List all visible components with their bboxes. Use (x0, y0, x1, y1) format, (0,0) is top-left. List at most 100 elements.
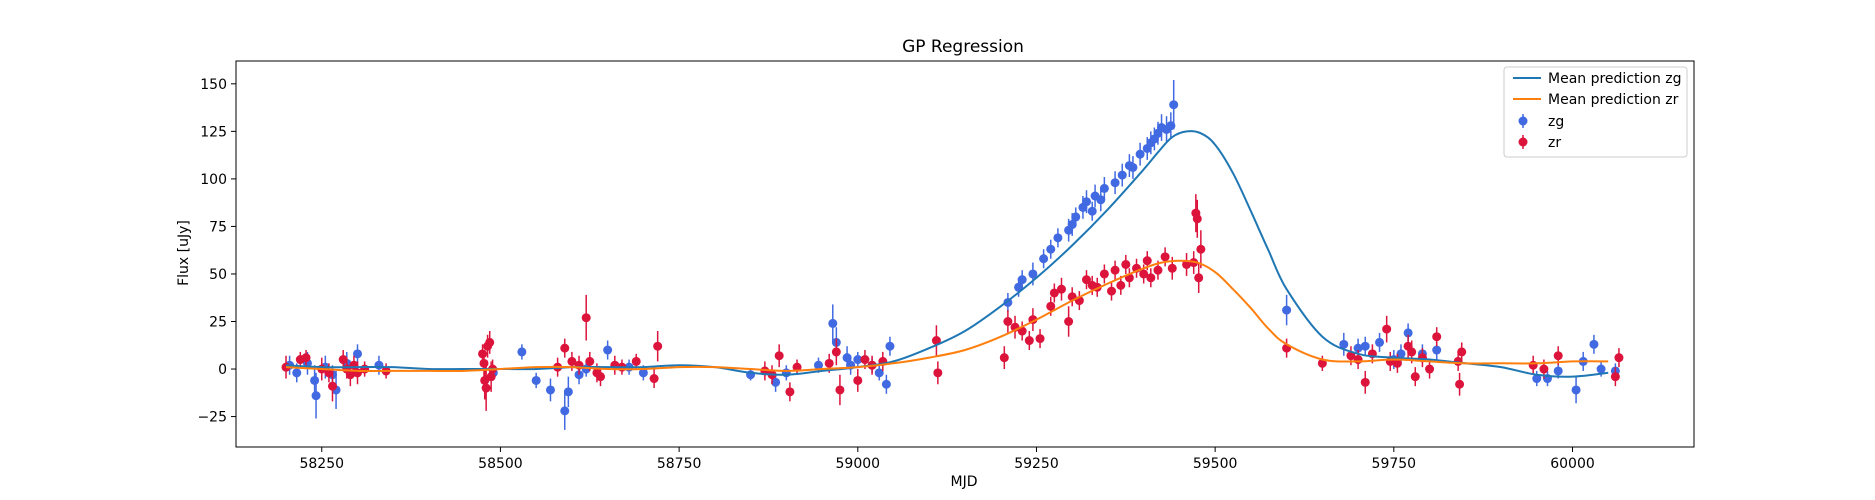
point-zr-26 (585, 356, 595, 366)
point-zr-101 (1528, 360, 1538, 370)
point-zr-105 (1614, 353, 1624, 363)
point-zg-43 (1067, 220, 1077, 230)
point-zr-81 (1194, 273, 1204, 283)
point-zg-40 (1046, 244, 1056, 254)
y-tick-label-4: 75 (209, 219, 227, 235)
point-zr-61 (1082, 275, 1091, 285)
point-zr-6 (338, 355, 348, 365)
point-zg-76 (1553, 366, 1563, 376)
point-zr-16 (481, 383, 491, 393)
point-zr-32 (649, 374, 659, 384)
legend-marker-zg (1518, 116, 1528, 126)
point-zr-55 (1046, 301, 1056, 311)
y-tick-label-2: 25 (209, 315, 227, 331)
x-tick-label-2: 58750 (657, 456, 702, 472)
point-zg-64 (1282, 305, 1292, 315)
point-zg-30 (853, 355, 863, 365)
x-tick-label-7: 60000 (1550, 456, 1595, 472)
legend-marker-zr (1518, 137, 1528, 147)
point-zr-40 (831, 347, 841, 357)
legend-label-zg-prediction: Mean prediction zg (1548, 71, 1682, 87)
point-zr-4 (324, 368, 334, 378)
point-zr-72 (1142, 256, 1152, 266)
legend: Mean prediction zg Mean prediction zr zg… (1503, 66, 1688, 158)
point-zr-96 (1425, 364, 1435, 374)
point-zg-23 (771, 377, 781, 387)
point-zr-68 (1121, 259, 1131, 269)
y-tick-label-6: 125 (200, 124, 227, 140)
y-tick-label-1: 0 (218, 362, 227, 378)
point-zr-64 (1099, 269, 1109, 279)
y-axis-label: Flux [uJy] (176, 220, 192, 286)
point-zr-43 (860, 355, 870, 365)
point-zg-52 (1117, 170, 1127, 180)
point-zr-71 (1139, 269, 1149, 279)
x-tick-label-3: 59000 (836, 456, 881, 472)
point-zg-9 (353, 349, 362, 359)
point-zr-102 (1539, 364, 1549, 374)
point-zg-34 (885, 341, 895, 351)
point-zr-89 (1382, 324, 1392, 334)
point-zr-74 (1153, 265, 1163, 275)
y-tick-label-0: −25 (197, 410, 227, 426)
point-zr-100 (1457, 347, 1467, 357)
point-zg-21 (638, 368, 648, 378)
point-zr-42 (853, 375, 863, 385)
point-zr-57 (1056, 284, 1066, 294)
point-zr-85 (1346, 351, 1356, 361)
x-tick-label-5: 59500 (1193, 456, 1238, 472)
point-zr-84 (1317, 358, 1327, 368)
point-zr-23 (567, 356, 577, 366)
point-zg-41 (1053, 233, 1063, 243)
point-zr-58 (1064, 317, 1074, 327)
point-zg-55 (1135, 149, 1145, 159)
point-zr-31 (631, 356, 641, 366)
point-zg-46 (1082, 197, 1091, 207)
point-zr-93 (1407, 347, 1417, 357)
point-zg-16 (563, 387, 573, 397)
point-zg-19 (603, 345, 613, 355)
point-zg-67 (1360, 341, 1370, 351)
point-zg-37 (1017, 275, 1027, 285)
point-zr-41 (835, 385, 845, 395)
point-zr-54 (1035, 334, 1045, 344)
point-zr-38 (792, 362, 802, 372)
y-tick-label-5: 100 (200, 172, 227, 188)
point-zg-24 (781, 368, 791, 378)
point-zg-10 (374, 360, 384, 370)
x-tick-label-6: 59750 (1372, 456, 1417, 472)
point-zr-104 (1610, 372, 1620, 382)
point-zg-63 (1169, 100, 1179, 110)
point-zr-65 (1107, 286, 1117, 296)
legend-label-zr: zr (1548, 135, 1561, 151)
point-zg-71 (1403, 328, 1413, 338)
point-zg-4 (311, 391, 321, 401)
point-zr-25 (581, 313, 591, 323)
point-zg-13 (531, 375, 541, 385)
mean-line-1 (285, 259, 1609, 373)
point-zr-76 (1167, 263, 1177, 273)
point-zg-32 (874, 368, 884, 378)
x-tick-label-4: 59250 (1014, 456, 1059, 472)
point-zg-74 (1532, 374, 1542, 384)
point-zg-15 (560, 406, 570, 416)
point-zr-47 (933, 368, 943, 378)
point-zr-5 (327, 381, 337, 391)
point-zr-94 (1410, 372, 1420, 382)
mean-line-0 (285, 130, 1609, 378)
x-tick-label-0: 58250 (299, 456, 344, 472)
point-zr-39 (824, 358, 834, 368)
point-zr-56 (1049, 288, 1059, 298)
x-axis-label: MJD (951, 474, 978, 490)
point-zr-75 (1160, 252, 1170, 262)
point-zr-22 (560, 343, 570, 353)
point-zg-14 (545, 385, 555, 395)
point-zg-70 (1396, 349, 1406, 359)
point-zr-103 (1553, 351, 1563, 361)
point-zr-37 (785, 387, 795, 397)
point-zr-8 (345, 370, 355, 380)
point-zr-48 (999, 353, 1009, 363)
point-zg-12 (517, 347, 527, 357)
point-zg-26 (828, 318, 838, 328)
legend-box (1503, 66, 1688, 158)
